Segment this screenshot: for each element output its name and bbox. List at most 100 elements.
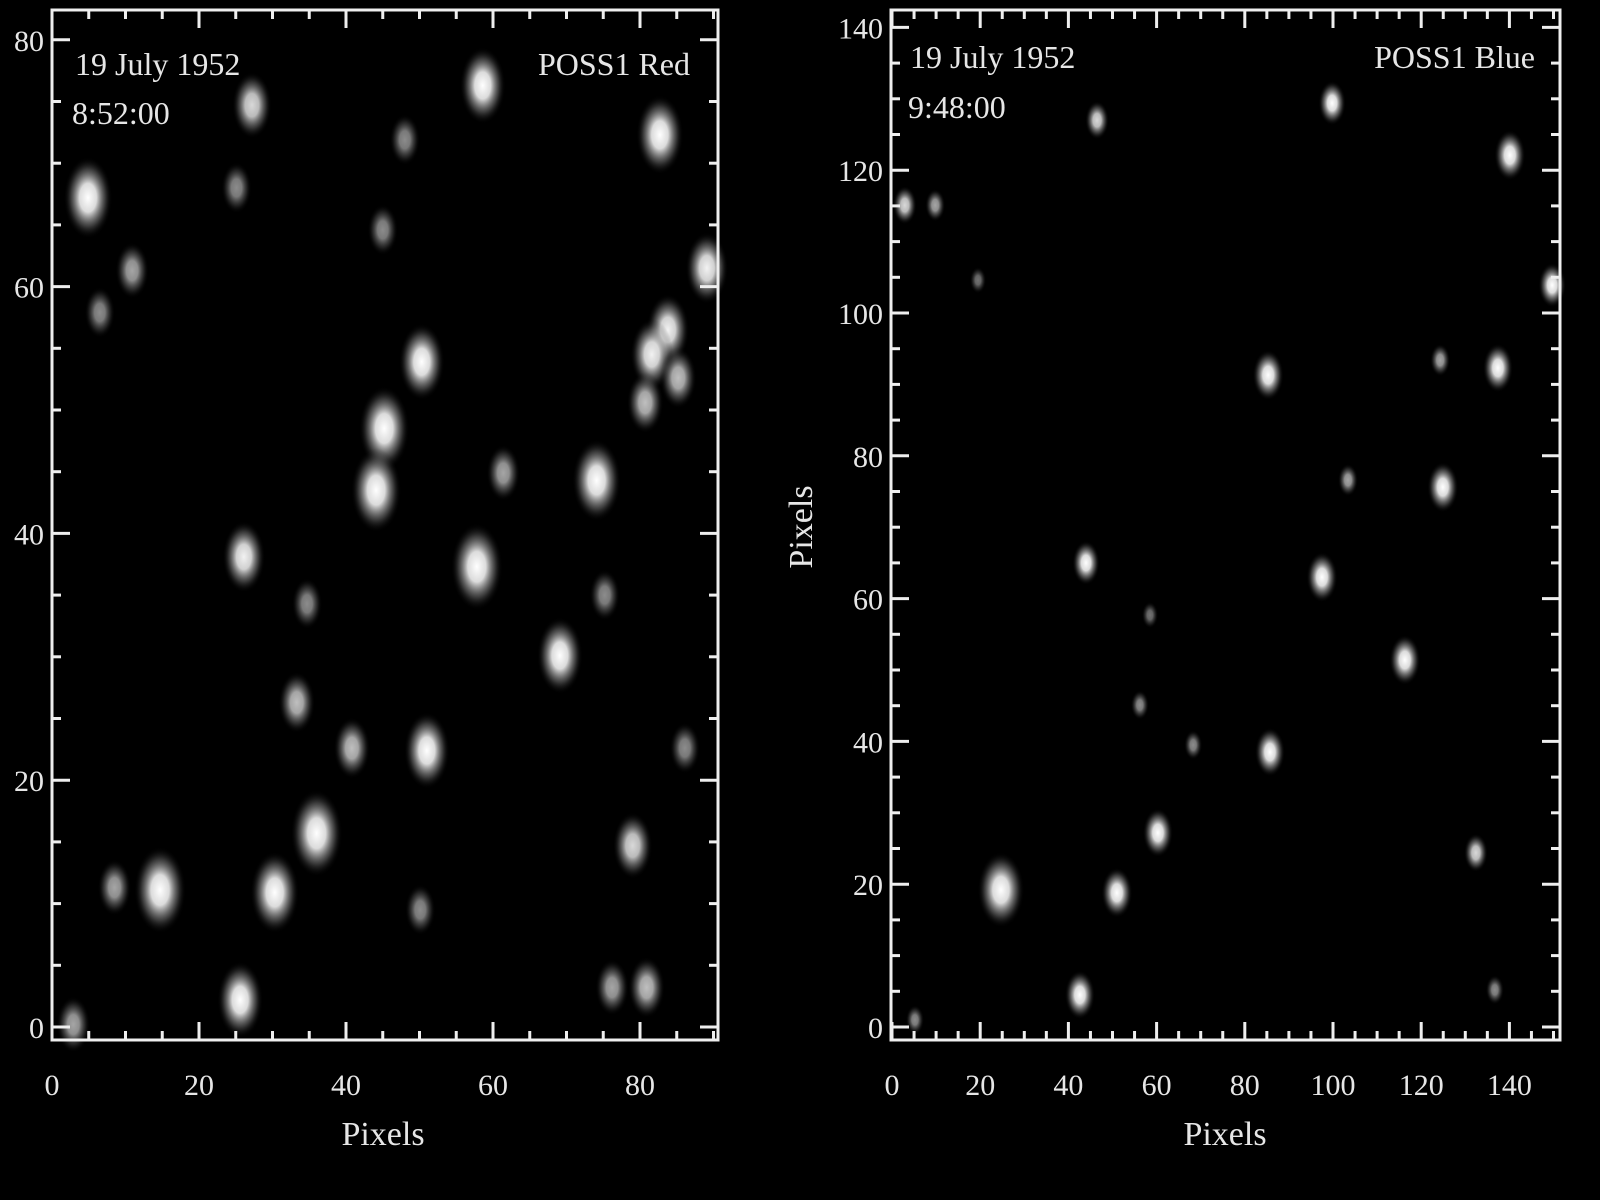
- y-tick-label: 0: [29, 1012, 44, 1045]
- y-tick-label: 60: [853, 584, 883, 617]
- x-tick-label: 20: [965, 1069, 995, 1102]
- source-20: [333, 717, 371, 779]
- source-0: [63, 156, 113, 239]
- y-tick-label: 120: [838, 155, 883, 188]
- source-30: [97, 859, 132, 916]
- source-4: [1254, 727, 1286, 777]
- x-tick-label: 40: [1053, 1069, 1083, 1102]
- source-24: [969, 266, 987, 294]
- source-18: [537, 617, 583, 694]
- source-21: [1130, 690, 1149, 720]
- x-tick-label: 60: [478, 1069, 508, 1102]
- panel-poss1-red: 19 July 1952 8:52:00 POSS1 Red Pixels 0 2…: [14, 8, 729, 1153]
- source-32: [589, 569, 620, 621]
- source-31: [291, 578, 323, 630]
- source-20: [1184, 730, 1203, 760]
- source-19: [278, 671, 315, 734]
- source-26: [217, 961, 263, 1039]
- annotation-date: 19 July 1952: [75, 46, 240, 82]
- plot-frame: [50, 8, 720, 1042]
- source-12: [659, 347, 697, 409]
- annotation-time: 9:48:00: [908, 89, 1006, 125]
- source-29: [405, 884, 436, 936]
- source-11: [1494, 130, 1526, 181]
- source-15: [486, 444, 520, 501]
- y-tick-label: 20: [14, 765, 44, 798]
- source-1: [459, 47, 506, 124]
- x-tick-label: 80: [1230, 1069, 1260, 1102]
- x-axis-label: Pixels: [1183, 1116, 1266, 1153]
- x-tick-label: 0: [885, 1069, 900, 1102]
- y-tick-label: 140: [838, 12, 883, 45]
- source-37: [367, 204, 398, 256]
- source-19: [1337, 463, 1359, 497]
- source-2: [1142, 808, 1173, 858]
- sources: [892, 80, 1566, 1035]
- source-1: [1101, 867, 1133, 918]
- source-14: [1538, 262, 1566, 308]
- source-23: [905, 1005, 925, 1035]
- y-tick-label: 100: [838, 298, 883, 331]
- x-tick-label: 140: [1487, 1069, 1532, 1102]
- annotation-plate: POSS1 Blue: [1374, 39, 1535, 75]
- x-tick-label: 0: [45, 1069, 60, 1102]
- source-22: [290, 789, 343, 877]
- annotation-time: 8:52:00: [72, 95, 170, 131]
- source-12: [1318, 80, 1346, 126]
- source-17: [892, 185, 917, 225]
- x-tick-label: 60: [1142, 1069, 1172, 1102]
- source-33: [669, 722, 701, 774]
- source-25: [1141, 601, 1159, 629]
- y-tick-label: 20: [853, 869, 883, 902]
- source-25: [612, 812, 653, 879]
- source-9: [1482, 343, 1513, 393]
- x-tick-label: 20: [184, 1069, 214, 1102]
- plot-frame: [889, 8, 1562, 1042]
- source-21: [404, 712, 450, 789]
- x-tick-label: 120: [1399, 1069, 1444, 1102]
- source-6: [685, 232, 729, 304]
- source-35: [389, 114, 420, 166]
- source-13: [1085, 101, 1109, 140]
- source-5: [84, 287, 115, 338]
- source-27: [628, 956, 665, 1019]
- y-tick-label: 80: [853, 441, 883, 474]
- source-16: [1430, 343, 1451, 377]
- source-23: [134, 846, 186, 934]
- source-4: [115, 242, 149, 299]
- panel-poss1-blue: 19 July 1952 9:48:00 POSS1 Blue Pixels P…: [783, 8, 1566, 1153]
- source-13: [626, 371, 664, 434]
- source-9: [351, 448, 402, 533]
- source-36: [221, 162, 252, 214]
- y-axis-label: Pixels: [783, 485, 820, 568]
- y-tick-label: 40: [853, 726, 883, 759]
- y-tick-label: 80: [14, 25, 44, 58]
- source-10: [1072, 540, 1100, 586]
- source-17: [222, 521, 266, 593]
- y-tick-label: 0: [868, 1012, 883, 1045]
- source-8: [1252, 349, 1284, 401]
- x-tick-label: 40: [331, 1069, 361, 1102]
- source-15: [1464, 833, 1488, 872]
- source-7: [398, 323, 445, 401]
- source-18: [925, 188, 946, 222]
- annotation-date: 19 July 1952: [910, 39, 1075, 75]
- x-tick-label: 100: [1311, 1069, 1356, 1102]
- source-24: [250, 851, 300, 934]
- source-7: [1427, 462, 1459, 513]
- x-axis-label: Pixels: [341, 1116, 424, 1153]
- source-16: [450, 523, 503, 611]
- y-tick-label: 40: [14, 518, 44, 551]
- source-6: [1306, 552, 1338, 603]
- x-tick-label: 80: [625, 1069, 655, 1102]
- source-2: [232, 72, 272, 139]
- source-3: [1064, 970, 1095, 1020]
- source-0: [977, 852, 1025, 928]
- sources: [56, 47, 729, 1053]
- source-14: [572, 439, 621, 522]
- source-28: [595, 959, 629, 1016]
- source-3: [636, 95, 684, 175]
- annotation-plate: POSS1 Red: [538, 46, 690, 82]
